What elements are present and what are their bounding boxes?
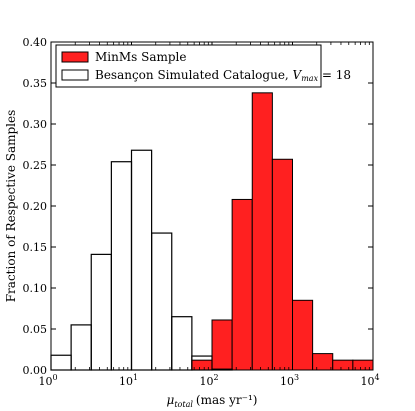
minms-bar [191, 359, 213, 371]
axis-ticks: 0.00 0.05 0.10 0.15 0.20 0.25 0.30 0.35 0.40 100 1… [23, 36, 380, 388]
minms-bar [312, 353, 334, 371]
y-axis-label: Fraction of Respective Samples [4, 110, 18, 303]
x-tick-label: 100 [38, 373, 57, 388]
legend-label-minms: MinMs Sample [95, 50, 187, 64]
legend: MinMs Sample Besançon Simulated Catalogu… [55, 44, 351, 88]
minms-bar [271, 158, 294, 371]
besancon-bar [151, 232, 173, 371]
y-tick-label: 0.10 [23, 282, 48, 295]
x-tick-label: 102 [199, 373, 218, 388]
besancon-step-outline [50, 149, 233, 371]
besancon-bar [90, 253, 112, 371]
y-tick-label: 0.05 [23, 323, 48, 336]
minms-bar [231, 198, 253, 371]
legend-swatch-minms [61, 51, 89, 63]
besancon-bar [110, 161, 133, 371]
legend-label-besancon: Besançon Simulated Catalogue, Vmax = 18 [95, 68, 351, 83]
x-tick-label: 103 [280, 373, 299, 388]
y-tick-label: 0.40 [23, 36, 48, 49]
minms-bar [332, 359, 354, 371]
x-axis-label: μtotal (mas yr⁻¹) [167, 393, 258, 409]
legend-swatch-besancon [61, 69, 89, 81]
minms-bar [352, 359, 374, 371]
besancon-bar [171, 316, 193, 371]
minms-bar [211, 319, 233, 371]
legend-box [55, 44, 322, 88]
minms-bar [292, 299, 314, 371]
y-tick-label: 0.25 [23, 159, 48, 172]
x-tick-label: 104 [360, 373, 379, 388]
y-tick-label: 0.15 [23, 241, 48, 254]
y-tick-label: 0.30 [23, 118, 48, 131]
besancon-bar [70, 324, 92, 371]
minms-bars [191, 92, 374, 371]
y-tick-label: 0.20 [23, 200, 48, 213]
besancon-bar [50, 354, 72, 371]
minms-bar [251, 92, 273, 371]
y-tick-label: 0.35 [23, 77, 48, 90]
besancon-bar [130, 149, 153, 371]
y-tick-label: 0.00 [23, 364, 48, 377]
x-tick-label: 101 [119, 373, 138, 388]
